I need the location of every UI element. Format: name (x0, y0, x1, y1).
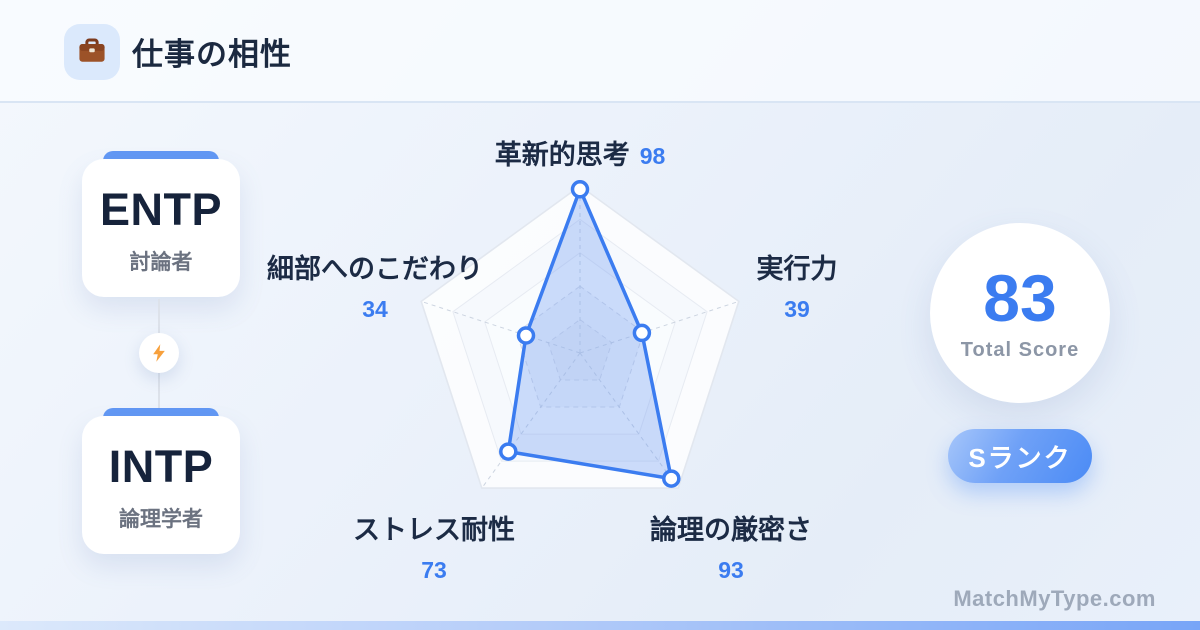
radar-spoke (579, 352, 679, 489)
type-code: ENTP (99, 184, 222, 235)
radar-data-point (570, 180, 590, 199)
total-score-circle: 83 Total Score (930, 223, 1110, 403)
axis-value: 34 (362, 295, 388, 322)
radar-spoke (481, 352, 581, 489)
total-score-value: 83 (983, 260, 1057, 335)
axis-label-stress: ストレス耐性 73 (284, 514, 584, 585)
axis-label-logic: 論理の厳密さ 93 (581, 514, 881, 585)
radar-data-point (632, 323, 652, 343)
axis-value: 93 (718, 556, 744, 583)
type-name: 討論者 (129, 251, 193, 274)
radar-data-point (499, 442, 518, 461)
axis-value: 39 (784, 295, 810, 322)
axis-label-innovation: 革新的思考 98 (494, 140, 666, 170)
rank-badge: Sランク (948, 429, 1092, 483)
briefcase-icon (64, 24, 120, 80)
radar-spoke (579, 300, 739, 354)
radar-data-point (662, 469, 681, 488)
type-card-entp: ENTP 討論者 (82, 151, 240, 297)
total-score-label: Total Score (960, 338, 1080, 361)
axis-label-execution: 実行力 39 (647, 253, 947, 324)
radar-spoke (421, 300, 581, 354)
axis-value: 73 (421, 556, 447, 583)
brand-watermark: MatchMyType.com (953, 586, 1156, 611)
axis-label-detail: 細部へのこだわり 34 (175, 253, 575, 324)
type-card-intp: INTP 論理学者 (82, 408, 240, 554)
radar-data-polygon (506, 187, 674, 481)
bottom-accent-bar (0, 621, 1200, 630)
lightning-icon (139, 333, 179, 373)
axis-value: 98 (639, 143, 666, 169)
type-name: 論理学者 (119, 508, 203, 531)
page-title: 仕事の相性 (132, 37, 292, 72)
type-code: INTP (108, 441, 214, 492)
header: 仕事の相性 (0, 0, 1200, 103)
radar-data-point (516, 326, 536, 345)
